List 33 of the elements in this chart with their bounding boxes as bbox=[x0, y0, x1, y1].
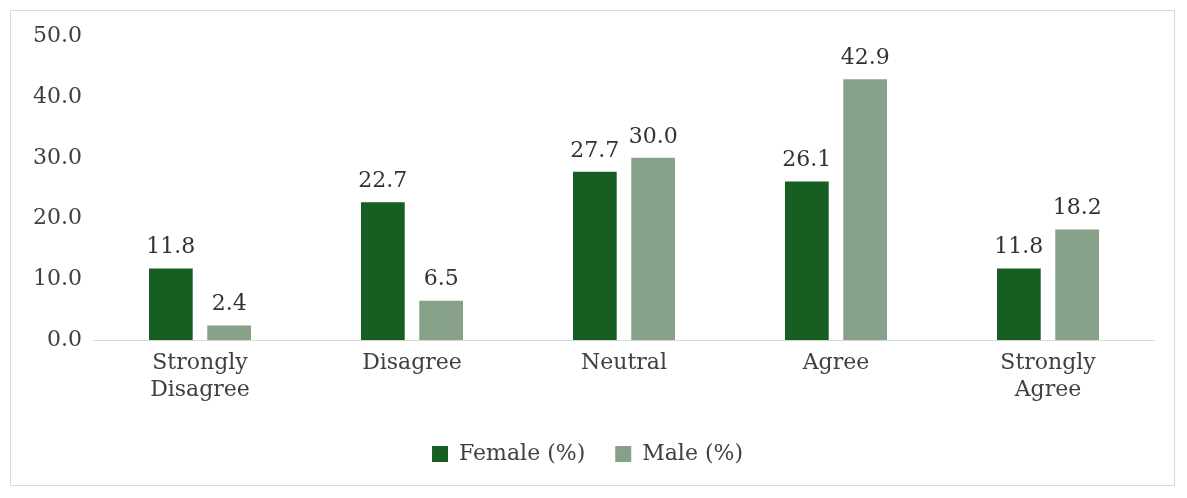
text: 42.9 bbox=[840, 44, 890, 70]
bar bbox=[996, 268, 1041, 341]
text: 27.7 bbox=[570, 136, 620, 162]
x-tick-label: Strongly Disagree bbox=[150, 349, 250, 401]
text: 26.1 bbox=[782, 146, 832, 172]
text: 22.7 bbox=[358, 166, 408, 192]
y-tick-label: 30.0 bbox=[33, 143, 82, 169]
bar bbox=[784, 181, 829, 341]
x-tick-label: Neutral bbox=[581, 349, 667, 375]
bar bbox=[207, 325, 251, 341]
legend-label: Male (%) bbox=[642, 439, 743, 465]
bar bbox=[572, 171, 617, 341]
bar bbox=[843, 79, 888, 341]
text: 18.2 bbox=[1052, 194, 1102, 220]
bar bbox=[1055, 229, 1100, 341]
bar bbox=[419, 300, 463, 341]
y-tick-label: 40.0 bbox=[33, 82, 82, 108]
x-tick-label: Disagree bbox=[362, 349, 462, 375]
bar bbox=[631, 157, 676, 341]
x-tick-label: Agree bbox=[801, 349, 870, 375]
bar bbox=[148, 268, 193, 341]
legend-label: Female (%) bbox=[459, 439, 586, 465]
y-tick-label: 10.0 bbox=[33, 265, 82, 291]
y-tick-label: 50.0 bbox=[33, 21, 82, 47]
text: 6.5 bbox=[423, 265, 459, 291]
bar bbox=[360, 202, 405, 341]
text: 30.0 bbox=[628, 122, 678, 148]
y-tick-label: 20.0 bbox=[33, 204, 82, 230]
text: 2.4 bbox=[211, 290, 247, 316]
text: 11.8 bbox=[146, 233, 196, 259]
text: 11.8 bbox=[994, 233, 1044, 259]
y-tick-label: 0.0 bbox=[46, 325, 82, 351]
x-tick-label: Strongly Agree bbox=[1000, 349, 1097, 401]
